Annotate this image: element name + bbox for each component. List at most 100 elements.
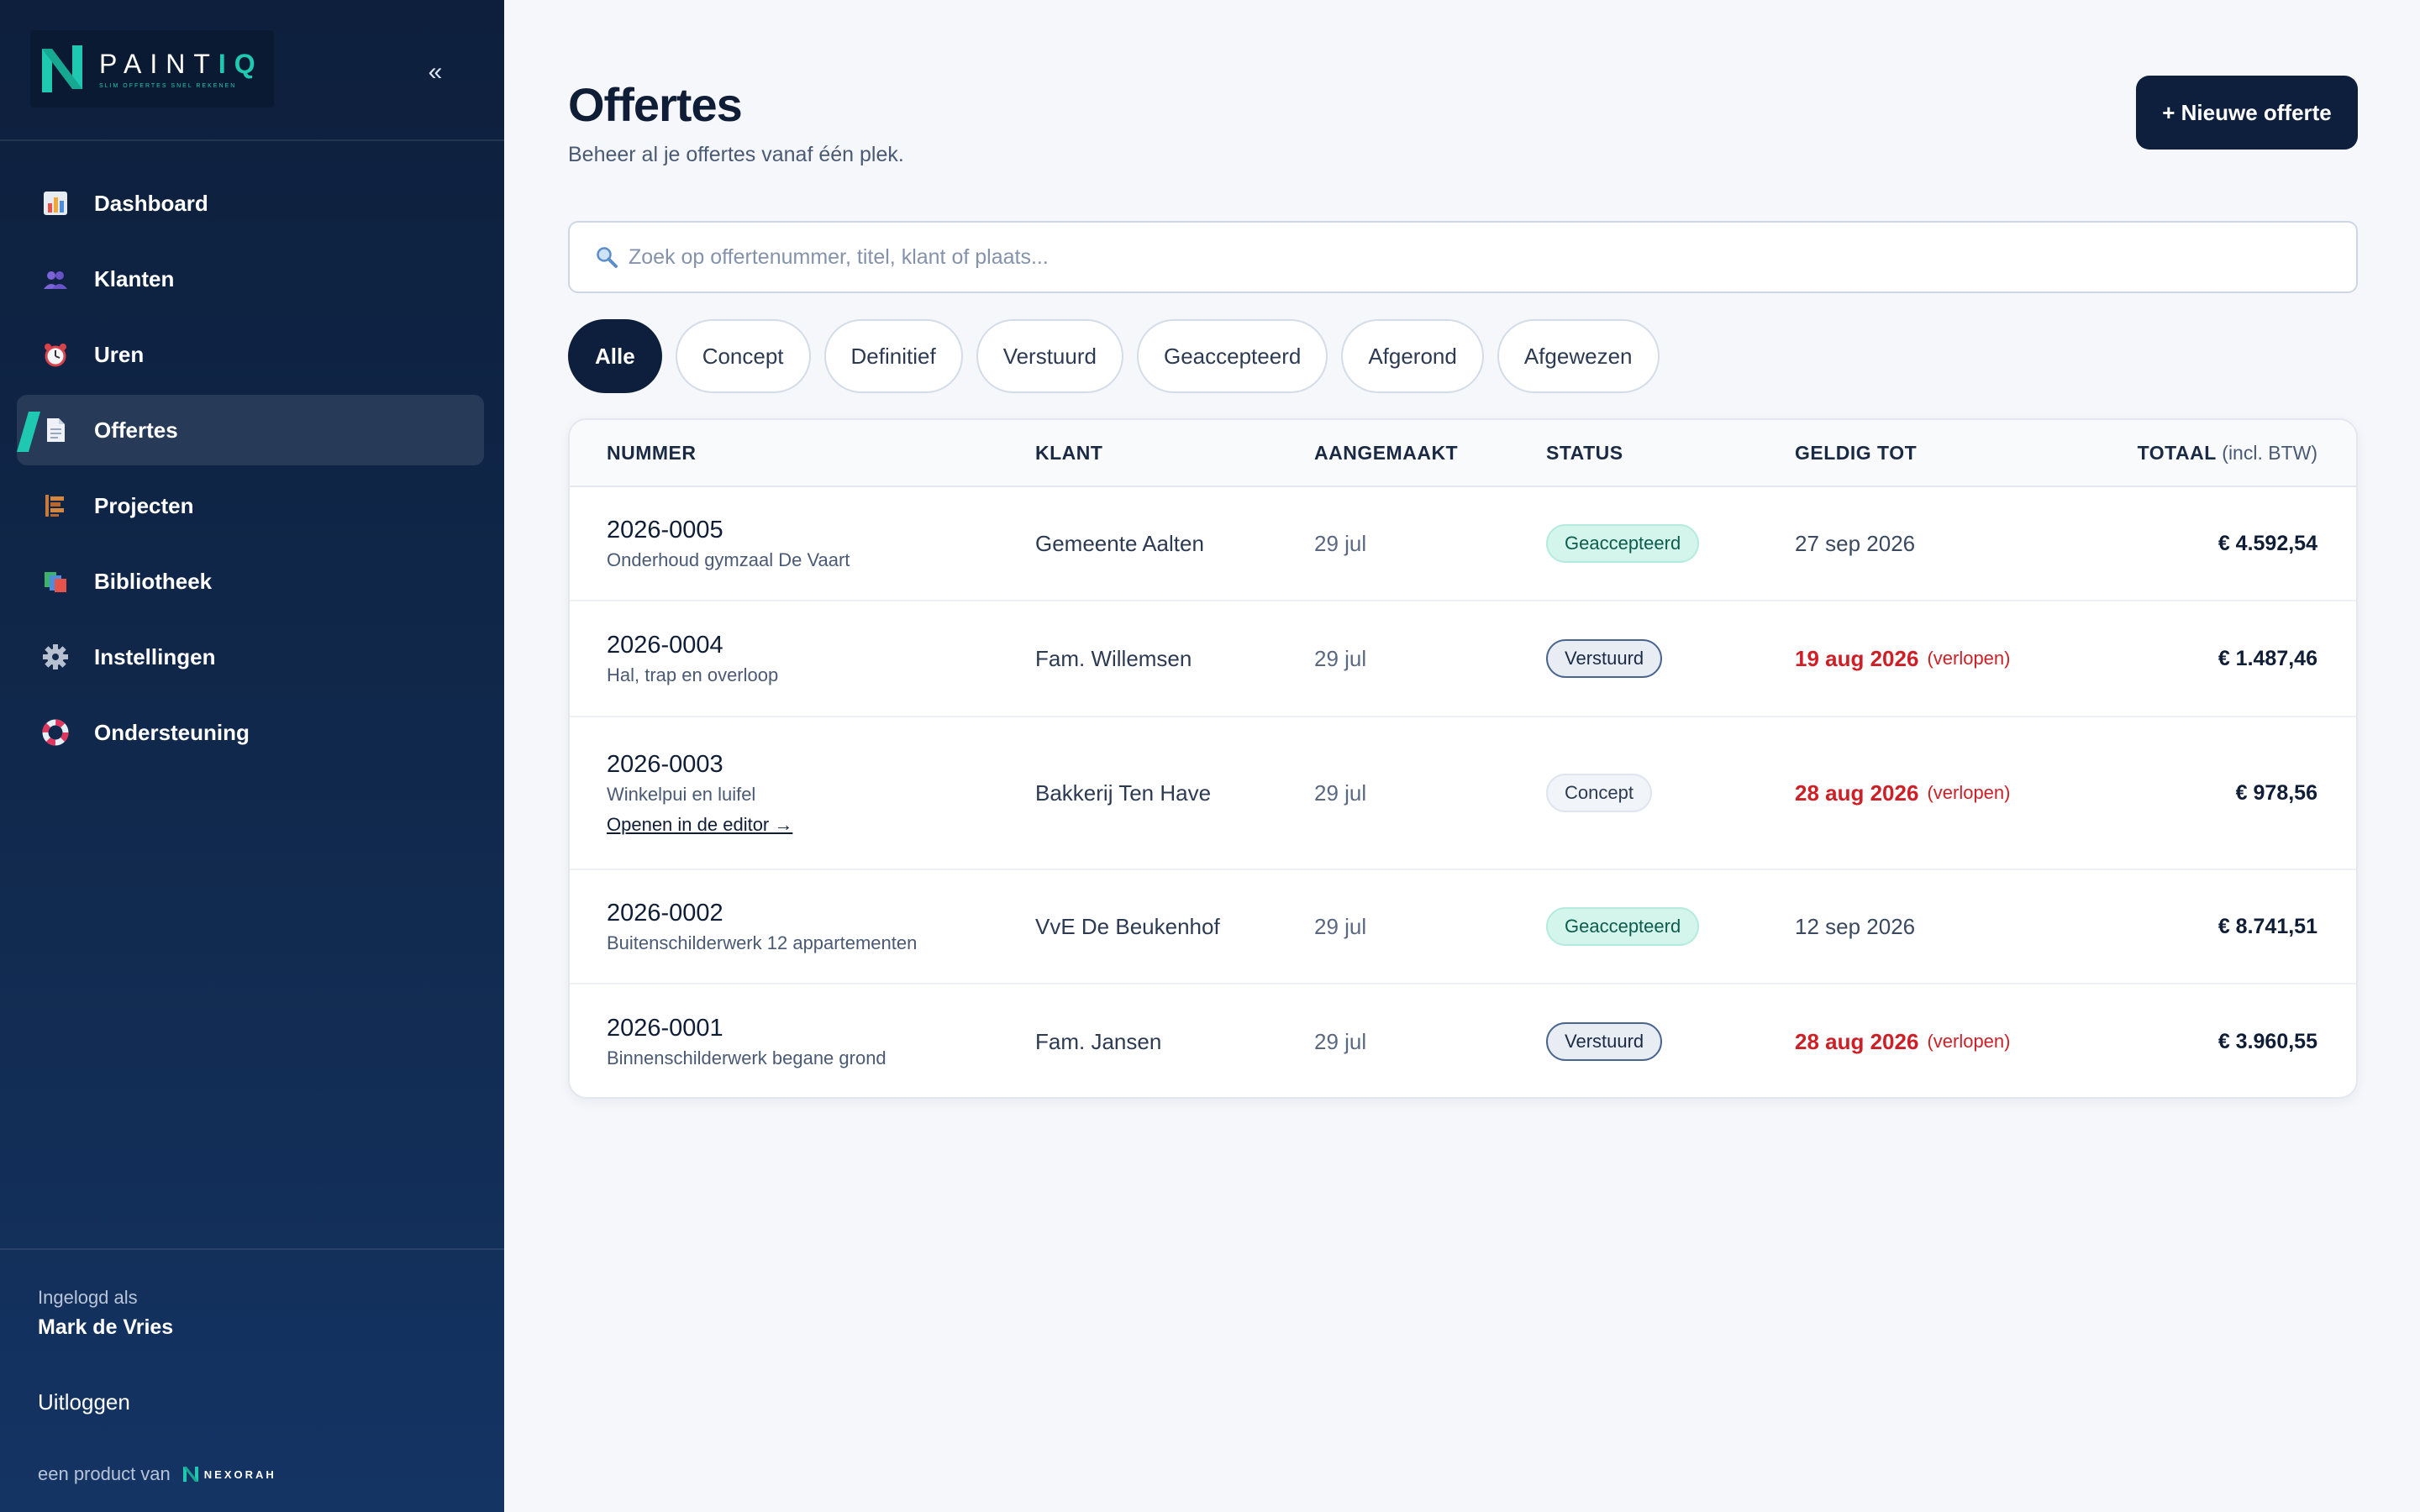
alarm-clock-icon xyxy=(42,341,69,368)
quote-number: 2026-0001 xyxy=(607,1014,723,1042)
logout-link[interactable]: Uitloggen xyxy=(38,1389,130,1415)
sidebar-item-offertes[interactable]: Offertes xyxy=(17,395,484,465)
nexorah-name: NEXORAH xyxy=(203,1467,276,1481)
quote-number: 2026-0004 xyxy=(607,631,723,659)
sidebar-nav: Dashboard Klanten Uren Offertes Proje xyxy=(17,168,484,773)
cell-status: Geaccepteerd xyxy=(1546,487,1700,600)
user-caption: Ingelogd als xyxy=(38,1287,138,1308)
header-klant[interactable]: KLANT xyxy=(1035,441,1103,464)
cell-created: 29 jul xyxy=(1314,530,1367,556)
quote-title: Binnenschilderwerk begane grond xyxy=(607,1047,886,1068)
sidebar-item-klanten[interactable]: Klanten xyxy=(17,244,484,314)
filter-verstuurd[interactable]: Verstuurd xyxy=(976,319,1123,393)
quote-number: 2026-0002 xyxy=(607,899,723,927)
cell-total: € 4.592,54 xyxy=(2218,487,2317,600)
sidebar-item-label: Ondersteuning xyxy=(94,719,250,745)
sidebar-item-projecten[interactable]: Projecten xyxy=(17,470,484,541)
cell-number: 2026-0002 Buitenschilderwerk 12 appartem… xyxy=(607,870,917,983)
table-row[interactable]: 2026-0001 Binnenschilderwerk begane gron… xyxy=(570,984,2356,1097)
quote-number: 2026-0003 xyxy=(607,750,723,778)
valid-until-date: 28 aug 2026 xyxy=(1795,780,1919,806)
divider xyxy=(0,139,504,141)
nexorah-logo[interactable]: NEXORAH xyxy=(182,1465,276,1483)
cell-status: Geaccepteerd xyxy=(1546,870,1700,983)
sidebar-item-uren[interactable]: Uren xyxy=(17,319,484,390)
brick-icon xyxy=(42,492,69,519)
sidebar-item-instellingen[interactable]: Instellingen xyxy=(17,622,484,692)
quote-title: Onderhoud gymzaal De Vaart xyxy=(607,549,850,570)
sidebar-item-dashboard[interactable]: Dashboard xyxy=(17,168,484,239)
active-indicator xyxy=(17,412,40,452)
filter-definitief[interactable]: Definitief xyxy=(823,319,963,393)
books-icon xyxy=(42,568,69,595)
filter-geaccepteerd[interactable]: Geaccepteerd xyxy=(1136,319,1328,393)
status-filters: Alle Concept Definitief Verstuurd Geacce… xyxy=(568,319,1673,393)
cell-created: 29 jul xyxy=(1314,645,1367,671)
cell-number: 2026-0003 Winkelpui en luifel Openen in … xyxy=(607,717,792,869)
search-bar xyxy=(568,221,2358,293)
brand-logo[interactable]: PAINTIQ SLIM OFFERTES SNEL REKENEN xyxy=(30,30,274,108)
status-badge: Verstuurd xyxy=(1546,1022,1663,1061)
open-in-editor-link[interactable]: Openen in de editor → xyxy=(607,813,793,835)
cell-created: 29 jul xyxy=(1314,780,1367,806)
sidebar-item-ondersteuning[interactable]: Ondersteuning xyxy=(17,697,484,768)
status-badge: Verstuurd xyxy=(1546,639,1663,678)
brand-name: PAINTIQ xyxy=(99,49,264,79)
valid-until-date: 28 aug 2026 xyxy=(1795,1028,1919,1054)
sidebar-item-label: Projecten xyxy=(94,492,194,518)
sidebar-item-label: Dashboard xyxy=(94,190,208,216)
people-icon xyxy=(42,265,69,292)
cell-number: 2026-0001 Binnenschilderwerk begane gron… xyxy=(607,984,886,1097)
sidebar: PAINTIQ SLIM OFFERTES SNEL REKENEN « Das… xyxy=(0,0,504,1512)
page-subtitle: Beheer al je offertes vanaf één plek. xyxy=(568,143,904,166)
expired-note: (verlopen) xyxy=(1927,648,2011,669)
total-amount: € 4.592,54 xyxy=(2217,531,2317,555)
main-content: Offertes Beheer al je offertes vanaf één… xyxy=(504,0,2420,1512)
cell-client: Gemeente Aalten xyxy=(1035,530,1204,556)
table-row[interactable]: 2026-0004 Hal, trap en overloop Fam. Wil… xyxy=(570,601,2356,717)
valid-until-date: 27 sep 2026 xyxy=(1795,530,1916,556)
new-quote-button[interactable]: + Nieuwe offerte xyxy=(2136,76,2358,150)
cell-status: Concept xyxy=(1546,717,1652,869)
brand-tagline: SLIM OFFERTES SNEL REKENEN xyxy=(99,83,237,89)
filter-afgerond[interactable]: Afgerond xyxy=(1341,319,1484,393)
filter-alle[interactable]: Alle xyxy=(568,319,662,393)
total-amount: € 8.741,51 xyxy=(2217,914,2317,938)
nexorah-n-icon xyxy=(182,1467,198,1482)
total-amount: € 978,56 xyxy=(2235,780,2317,805)
header-status[interactable]: STATUS xyxy=(1546,441,1623,464)
table-row[interactable]: 2026-0002 Buitenschilderwerk 12 appartem… xyxy=(570,870,2356,984)
table-row[interactable]: 2026-0003 Winkelpui en luifel Openen in … xyxy=(570,717,2356,870)
quote-title: Buitenschilderwerk 12 appartementen xyxy=(607,932,918,953)
header-nummer[interactable]: NUMMER xyxy=(607,441,697,464)
quote-number: 2026-0005 xyxy=(607,516,723,543)
quote-title: Winkelpui en luifel xyxy=(607,783,756,805)
cell-client: Bakkerij Ten Have xyxy=(1035,780,1212,806)
header-geldig-tot[interactable]: GELDIG TOT xyxy=(1795,441,1918,464)
sidebar-item-label: Instellingen xyxy=(94,643,216,669)
cell-total: € 3.960,55 xyxy=(2217,984,2317,1097)
expired-note: (verlopen) xyxy=(1927,1031,2011,1052)
lifebuoy-icon xyxy=(42,719,69,746)
valid-until-date: 19 aug 2026 xyxy=(1795,645,1919,671)
filter-afgewezen[interactable]: Afgewezen xyxy=(1497,319,1660,393)
sidebar-item-bibliotheek[interactable]: Bibliotheek xyxy=(17,546,484,617)
cell-valid-until: 27 sep 2026 xyxy=(1795,487,1915,600)
cell-valid-until: 19 aug 2026 (verlopen) xyxy=(1795,601,2010,716)
cell-total: € 978,56 xyxy=(2236,717,2317,869)
status-badge: Geaccepteerd xyxy=(1546,524,1700,563)
table-row[interactable]: 2026-0005 Onderhoud gymzaal De Vaart Gem… xyxy=(570,487,2356,601)
total-amount: € 3.960,55 xyxy=(2217,1029,2317,1053)
search-input[interactable] xyxy=(629,244,2225,270)
filter-concept[interactable]: Concept xyxy=(675,319,811,393)
logo-n-icon xyxy=(42,45,82,92)
header-aangemaakt[interactable]: AANGEMAAKT xyxy=(1314,441,1459,464)
bar-chart-icon xyxy=(42,190,69,217)
quote-title: Hal, trap en overloop xyxy=(607,664,779,685)
collapse-sidebar-button[interactable]: « xyxy=(428,58,443,86)
document-icon xyxy=(42,417,69,444)
header-totaal[interactable]: TOTAAL (incl. BTW) xyxy=(2137,441,2317,464)
cell-created: 29 jul xyxy=(1314,1028,1367,1054)
status-badge: Concept xyxy=(1546,774,1652,812)
sidebar-item-label: Klanten xyxy=(94,265,175,291)
